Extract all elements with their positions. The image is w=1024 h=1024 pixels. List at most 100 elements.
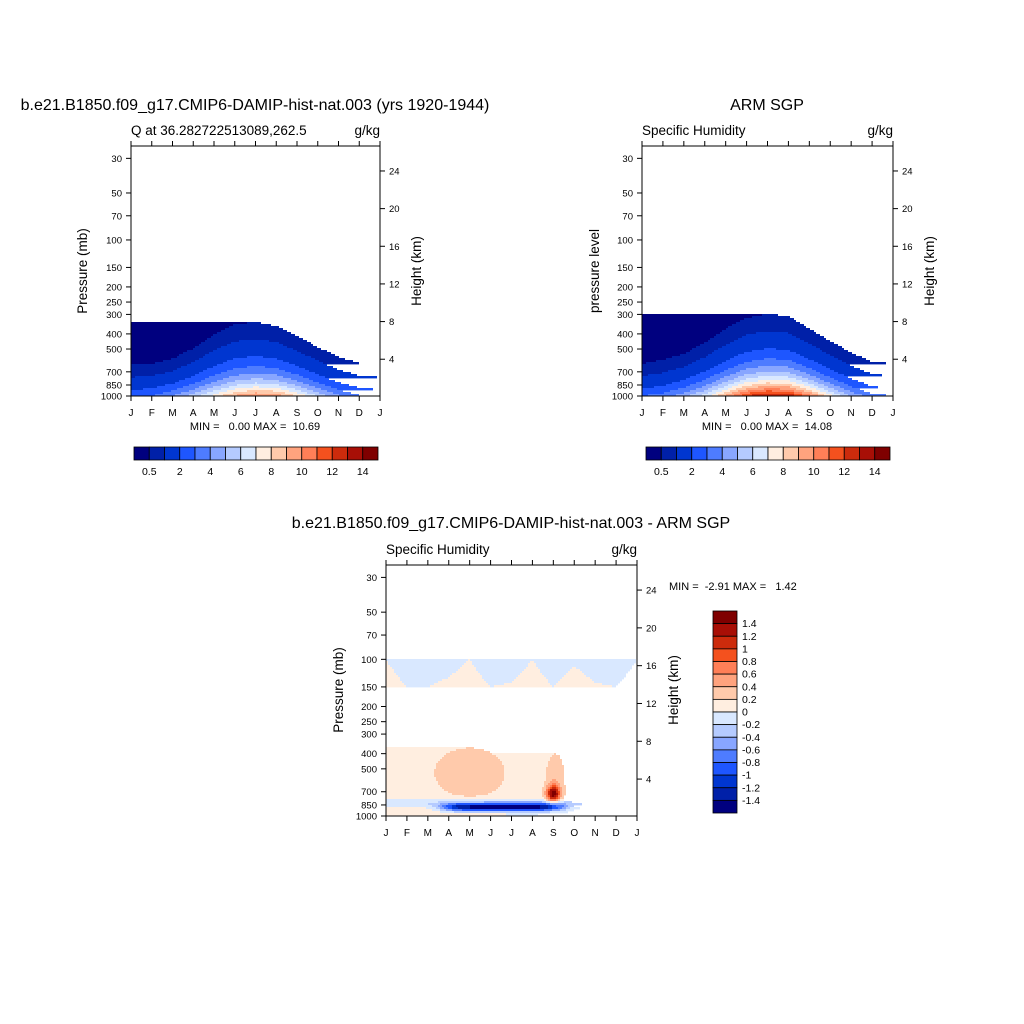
contour-cell xyxy=(287,386,301,389)
contour-cell xyxy=(552,755,560,758)
contour-cell xyxy=(816,370,834,373)
contour-cell xyxy=(177,356,203,359)
contour-cell xyxy=(442,757,498,760)
contour-cell xyxy=(406,685,430,688)
contour-cell xyxy=(187,364,217,367)
contour-cell xyxy=(690,390,704,393)
y-tick-label: 30 xyxy=(622,154,633,165)
contour-cell xyxy=(446,809,452,812)
contour-cell xyxy=(696,360,726,363)
colorbar-label: 14 xyxy=(869,466,881,478)
contour-cell xyxy=(131,322,247,325)
contour-cell xyxy=(810,386,818,389)
contour-cell xyxy=(205,354,305,357)
contour-cell xyxy=(315,386,331,389)
contour-cell xyxy=(550,799,556,802)
contour-cell xyxy=(504,767,546,770)
contour-cell xyxy=(562,807,566,810)
contour-cell xyxy=(299,366,333,369)
contour-cell xyxy=(594,681,620,684)
panel-model-units: g/kg xyxy=(354,123,380,138)
colorbar-box xyxy=(331,446,348,461)
height-tick-label: 8 xyxy=(646,737,651,748)
contour-cell xyxy=(131,388,143,391)
contour-cell xyxy=(792,384,804,387)
y-tick-label: 850 xyxy=(617,380,633,391)
contour-cell xyxy=(552,779,556,782)
x-tick-label: N xyxy=(592,828,599,839)
contour-cell xyxy=(712,386,724,389)
y-tick-label: 250 xyxy=(106,298,122,309)
contour-cell xyxy=(590,677,624,680)
panel-obs-colorbar: 0.5 2 4 6 8 10 12 14 xyxy=(645,446,891,478)
contour-cell xyxy=(217,380,235,383)
contour-cell xyxy=(448,677,482,680)
contour-cell xyxy=(199,386,213,389)
contour-cell xyxy=(528,663,536,666)
contour-cell xyxy=(474,665,528,668)
contour-cell xyxy=(131,344,199,347)
x-tick-label: J xyxy=(640,408,645,419)
x-tick-label: J xyxy=(232,408,237,419)
colorbar-box xyxy=(767,446,784,461)
contour-cell xyxy=(546,789,548,792)
colorbar-box xyxy=(712,686,738,700)
contour-cell xyxy=(810,374,824,377)
contour-cell xyxy=(744,374,796,377)
contour-cell xyxy=(738,390,748,393)
height-tick-label: 24 xyxy=(389,166,400,177)
contour-cell xyxy=(724,376,738,379)
contour-cell xyxy=(456,671,478,674)
contour-cell xyxy=(824,394,832,397)
contour-cell xyxy=(327,390,343,393)
panel-diff-ylabel: Pressure (mb) xyxy=(331,647,346,733)
contour-cell xyxy=(558,787,560,790)
height-tick-label: 20 xyxy=(902,204,913,215)
contour-cell xyxy=(824,384,834,387)
colorbar-box xyxy=(225,446,242,461)
colorbar-box xyxy=(828,446,845,461)
contour-cell xyxy=(386,783,438,786)
contour-cell xyxy=(558,807,562,810)
contour-cell xyxy=(664,392,684,395)
contour-cell xyxy=(337,388,373,391)
contour-cell xyxy=(482,675,518,678)
contour-cell xyxy=(255,392,257,395)
panel-model-ylabel-right: Height (km) xyxy=(409,236,424,306)
panel-diff-subtitle-left: Specific Humidity xyxy=(386,542,490,557)
contour-cell xyxy=(662,372,700,375)
contour-cell xyxy=(844,374,882,377)
contour-cell xyxy=(233,324,271,327)
contour-cell xyxy=(227,370,285,373)
contour-cell xyxy=(828,390,838,393)
contour-cell xyxy=(642,374,648,377)
contour-cell xyxy=(289,362,323,365)
colorbar-label: 0.8 xyxy=(742,656,757,668)
panel-diff-axes: J F M A M J J A S O N D J 30 50 70 100 150 200 250 300 400 500… xyxy=(356,560,657,839)
contour-cell xyxy=(642,352,686,355)
contour-cell xyxy=(562,787,566,790)
contour-cell xyxy=(804,390,812,393)
colorbar-label: 0.4 xyxy=(742,681,757,693)
contour-cell xyxy=(666,384,690,387)
contour-cell xyxy=(229,376,283,379)
contour-cell xyxy=(702,380,716,383)
x-tick-label: F xyxy=(660,408,666,419)
contour-cell xyxy=(548,799,550,802)
contour-cell xyxy=(794,368,812,371)
contour-cell xyxy=(728,368,746,371)
contour-cell xyxy=(742,386,758,389)
y-tick-label: 100 xyxy=(106,235,122,246)
contour-cell xyxy=(706,378,720,381)
contour-cell xyxy=(235,380,279,383)
contour-cell xyxy=(522,671,540,674)
contour-cell xyxy=(566,803,582,806)
contour-cell xyxy=(548,793,550,796)
contour-cell xyxy=(386,763,436,766)
contour-cell xyxy=(386,807,426,810)
contour-cell xyxy=(514,679,548,682)
colorbar-box xyxy=(362,446,379,461)
contour-cell xyxy=(305,394,315,397)
height-tick-label: 4 xyxy=(646,775,651,786)
contour-cell xyxy=(546,771,564,774)
